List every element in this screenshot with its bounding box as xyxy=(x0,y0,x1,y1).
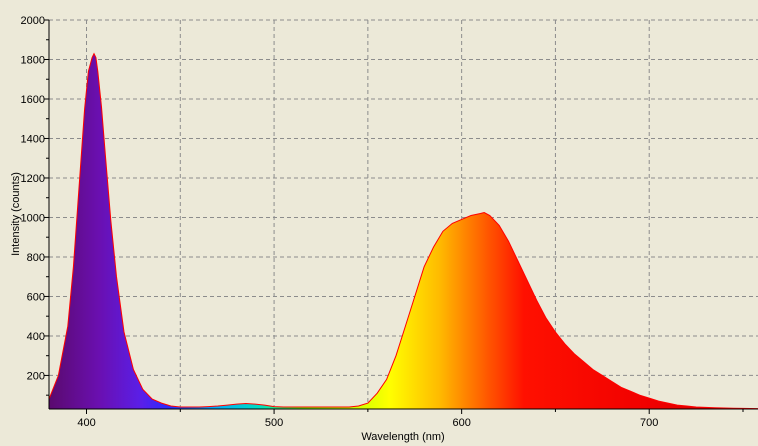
x-tick-label-700: 700 xyxy=(640,417,658,429)
y-tick-label-1000: 1000 xyxy=(21,212,45,224)
spectrum-area-fill xyxy=(49,53,758,409)
y-axis-title: Intensity (counts) xyxy=(10,172,22,256)
y-tick-label-1600: 1600 xyxy=(21,94,45,106)
y-tick-label-1400: 1400 xyxy=(21,133,45,145)
y-tick-label-600: 600 xyxy=(27,291,45,303)
x-tick-label-500: 500 xyxy=(265,417,283,429)
y-tick-label-200: 200 xyxy=(27,370,45,382)
y-tick-label-2000: 2000 xyxy=(21,15,45,27)
grid-lines xyxy=(49,19,758,409)
x-axis-ticks: 400 500 600 700 xyxy=(77,409,744,429)
y-axis-ticks: 200 400 600 800 1000 1200 1400 1600 1800 2000 xyxy=(21,15,49,396)
y-tick-label-800: 800 xyxy=(27,252,45,264)
spectrum-series-line xyxy=(49,52,758,409)
y-tick-label-400: 400 xyxy=(27,331,45,343)
y-tick-label-1200: 1200 xyxy=(21,173,45,185)
x-tick-label-400: 400 xyxy=(77,417,95,429)
x-axis-title: Wavelength (nm) xyxy=(361,431,444,443)
x-tick-label-600: 600 xyxy=(452,417,470,429)
y-tick-label-1800: 1800 xyxy=(21,54,45,66)
